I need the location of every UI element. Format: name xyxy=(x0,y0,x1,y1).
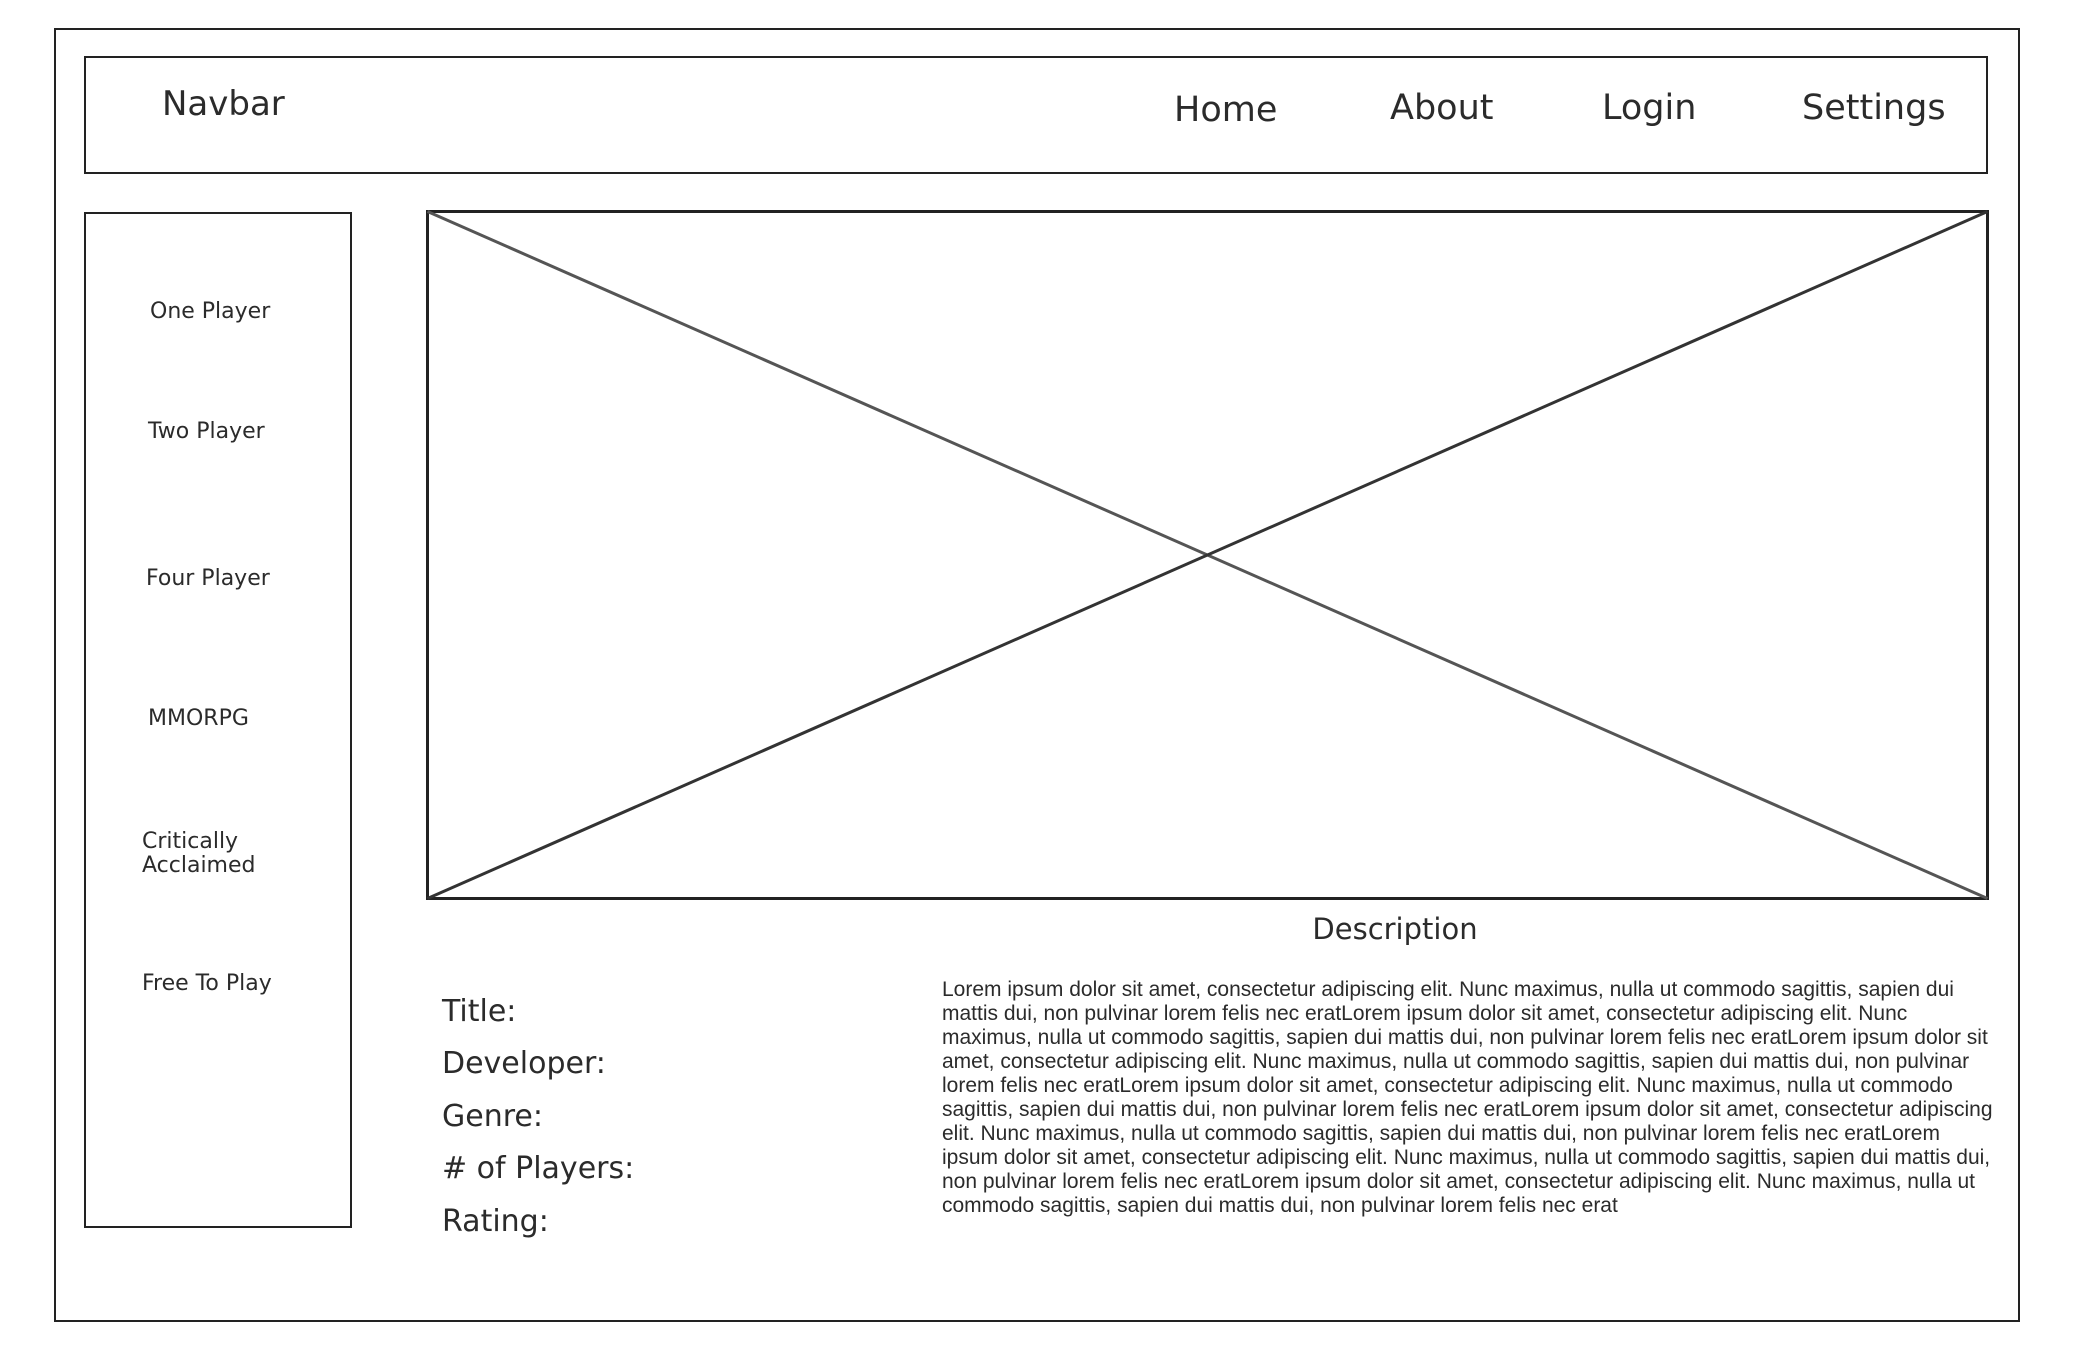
sidebar-item-mmorpg[interactable]: MMORPG xyxy=(148,706,249,731)
description-text: Lorem ipsum dolor sit amet, consectetur … xyxy=(942,978,1993,1217)
field-genre-label: Genre: xyxy=(442,1099,543,1134)
navbar: Navbar Home About Login Settings xyxy=(84,56,1988,174)
nav-link-home[interactable]: Home xyxy=(1174,90,1278,130)
image-placeholder xyxy=(426,210,1989,900)
field-rating-label: Rating: xyxy=(442,1204,549,1239)
sidebar-item-two-player[interactable]: Two Player xyxy=(148,419,265,444)
nav-link-login[interactable]: Login xyxy=(1602,88,1697,128)
wireframe-frame xyxy=(54,28,2020,1322)
sidebar: One Player Two Player Four Player MMORPG… xyxy=(84,212,352,1228)
sidebar-item-four-player[interactable]: Four Player xyxy=(146,566,270,591)
sidebar-item-one-player[interactable]: One Player xyxy=(150,299,271,324)
navbar-brand[interactable]: Navbar xyxy=(162,84,285,124)
field-players-label: # of Players: xyxy=(442,1151,635,1186)
field-developer-label: Developer: xyxy=(442,1046,606,1081)
nav-link-about[interactable]: About xyxy=(1390,88,1494,128)
field-title-label: Title: xyxy=(442,994,517,1029)
description-heading: Description xyxy=(1312,912,1478,946)
nav-link-settings[interactable]: Settings xyxy=(1802,88,1946,128)
sidebar-item-critically-acclaimed[interactable]: Critically Acclaimed xyxy=(142,829,256,878)
sidebar-item-free-to-play[interactable]: Free To Play xyxy=(142,971,272,996)
image-placeholder-graphic xyxy=(426,210,1989,900)
